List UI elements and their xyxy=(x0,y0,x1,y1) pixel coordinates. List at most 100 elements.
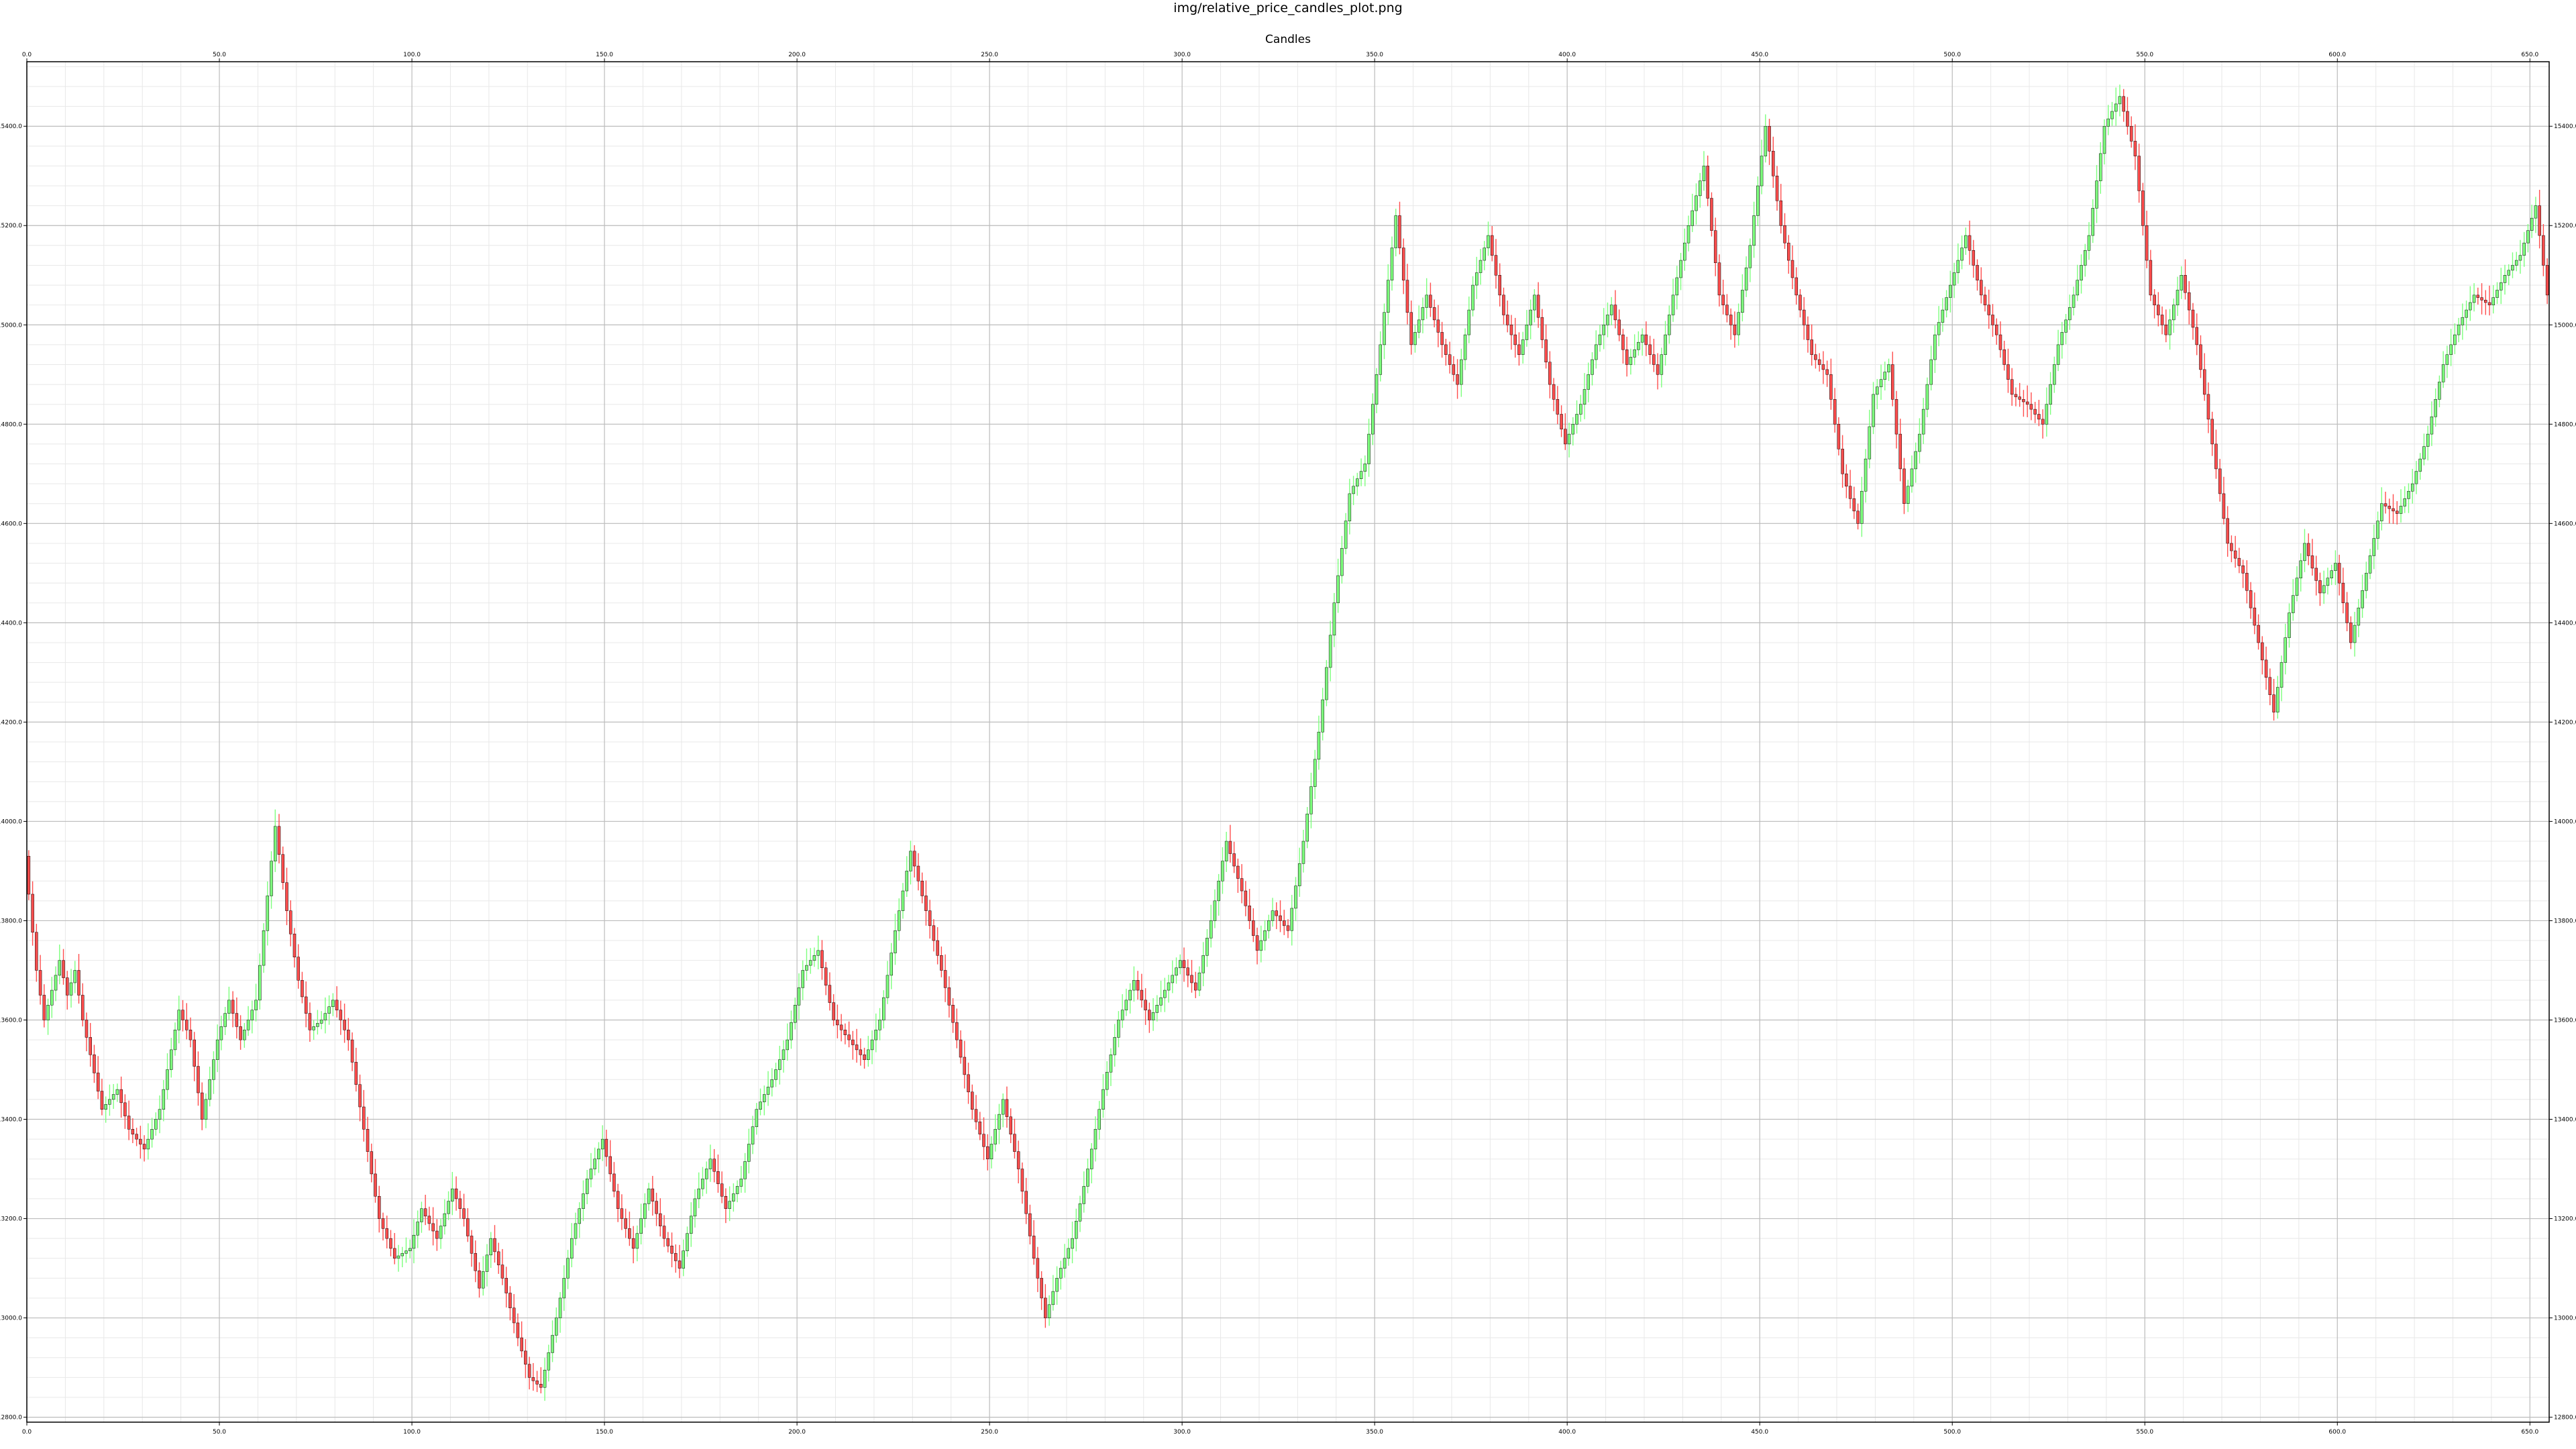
candle-body-up xyxy=(885,975,890,998)
candle-body-down xyxy=(1841,449,1844,474)
candle-body-up xyxy=(747,1144,751,1162)
candle-body-down xyxy=(2133,141,2137,156)
candle-body-up xyxy=(111,1094,115,1100)
candle-body-down xyxy=(1398,215,1401,248)
candle-body-down xyxy=(1613,305,1617,321)
candle-body-up xyxy=(547,1352,551,1371)
candle-body-down xyxy=(93,1055,96,1073)
candle-body-up xyxy=(763,1094,766,1102)
candle-body-up xyxy=(1413,332,1417,345)
candle-body-down xyxy=(381,1218,385,1229)
candle-body-up xyxy=(1741,290,1744,313)
candle-body-up xyxy=(104,1104,107,1110)
candle-body-down xyxy=(2029,404,2033,410)
candle-body-up xyxy=(2176,290,2180,305)
candle-body-down xyxy=(389,1238,392,1249)
candle-body-up xyxy=(1587,374,1591,390)
candle-body-down xyxy=(1032,1236,1036,1259)
axis-ticks: 0.0 0.0 50.0 50.0 100.0 100.0 150.0 150.0 200.0 2… xyxy=(0,52,2576,1436)
candle-body-down xyxy=(1513,334,1517,345)
candle-body-up xyxy=(108,1099,111,1105)
candle-body-up xyxy=(766,1087,770,1095)
candle-body-down xyxy=(985,1146,989,1159)
candle-body-down xyxy=(123,1102,127,1116)
candle-body-down xyxy=(531,1377,535,1381)
candle-body-down xyxy=(2022,399,2025,402)
candle-body-up xyxy=(1359,471,1363,479)
candle-body-up xyxy=(2076,280,2080,296)
candle-body-up xyxy=(1945,297,1948,311)
candle-body-up xyxy=(177,1010,181,1030)
candle-body-down xyxy=(80,995,85,1020)
candle-body-up xyxy=(1201,955,1205,973)
candle-body-up xyxy=(1887,364,1890,372)
candle-body-up xyxy=(2465,309,2468,318)
candle-body-up xyxy=(1629,357,1633,365)
candle-body-up xyxy=(219,1026,223,1040)
candle-body-up xyxy=(2530,217,2534,231)
candle-body-up xyxy=(1591,359,1594,375)
candle-body-down xyxy=(77,970,80,996)
candle-body-down xyxy=(2206,394,2210,420)
candle-body-up xyxy=(743,1161,747,1179)
candle-body-up xyxy=(1860,490,1864,524)
candle-body-down xyxy=(608,1156,612,1175)
candle-body-up xyxy=(1660,354,1664,375)
candle-body-down xyxy=(616,1191,620,1209)
candle-body-up xyxy=(416,1222,419,1236)
candle-body-down xyxy=(832,1002,835,1020)
candle-body-up xyxy=(1521,339,1525,355)
candle-body-down xyxy=(2226,518,2229,544)
candle-body-up xyxy=(2472,294,2476,303)
candle-body-down xyxy=(366,1129,370,1152)
candle-body-up xyxy=(408,1248,412,1251)
candle-body-up xyxy=(782,1049,786,1060)
candle-body-down xyxy=(1240,878,1244,892)
candle-body-down xyxy=(2538,205,2541,236)
candle-body-up xyxy=(2372,538,2376,556)
candle-body-up xyxy=(1325,667,1328,700)
candle-body-up xyxy=(2049,384,2052,405)
candle-body-down xyxy=(1548,362,1552,385)
candle-body-up xyxy=(1197,972,1201,991)
candle-body-up xyxy=(1683,242,1686,261)
candle-body-down xyxy=(1768,125,1771,152)
candle-body-up xyxy=(1105,1071,1109,1090)
candle-body-up xyxy=(2110,111,2114,119)
candle-body-up xyxy=(1086,1169,1089,1187)
candle-body-up xyxy=(2441,364,2445,382)
candle-body-up xyxy=(1267,920,1271,931)
candle-body-up xyxy=(1132,980,1136,991)
candle-body-up xyxy=(2407,490,2410,499)
candle-body-up xyxy=(1097,1109,1101,1130)
candle-body-up xyxy=(1205,938,1209,956)
candle-body-down xyxy=(855,1044,859,1051)
candle-body-up xyxy=(635,1233,639,1249)
candle-body-down xyxy=(820,950,824,969)
candle-body-up xyxy=(1864,458,1868,492)
candle-body-up xyxy=(1698,180,1702,197)
candle-body-up xyxy=(751,1126,755,1144)
candle-body-down xyxy=(304,996,308,1014)
minor-grid xyxy=(26,62,2549,1422)
candle-body-up xyxy=(1167,982,1171,991)
candle-body-down xyxy=(1817,359,1821,365)
candle-body-down xyxy=(1991,315,1994,325)
candle-body-up xyxy=(1328,635,1332,668)
candle-body-down xyxy=(458,1198,462,1209)
candle-body-up xyxy=(2072,294,2076,308)
candle-body-down xyxy=(288,910,292,934)
y-tick-label-left: 13000.0 xyxy=(0,1316,22,1322)
candle-body-up xyxy=(570,1238,574,1259)
candle-body-down xyxy=(2149,260,2153,296)
candle-body-down xyxy=(231,1000,235,1014)
candle-body-down xyxy=(2268,677,2272,695)
candle-body-down xyxy=(1448,354,1452,365)
candle-body-up xyxy=(732,1193,735,1201)
candle-body-up xyxy=(1964,235,1968,248)
candle-body-up xyxy=(2056,344,2060,365)
candle-body-down xyxy=(181,1010,184,1020)
candle-body-up xyxy=(994,1129,997,1144)
candle-body-up xyxy=(1883,372,1887,380)
